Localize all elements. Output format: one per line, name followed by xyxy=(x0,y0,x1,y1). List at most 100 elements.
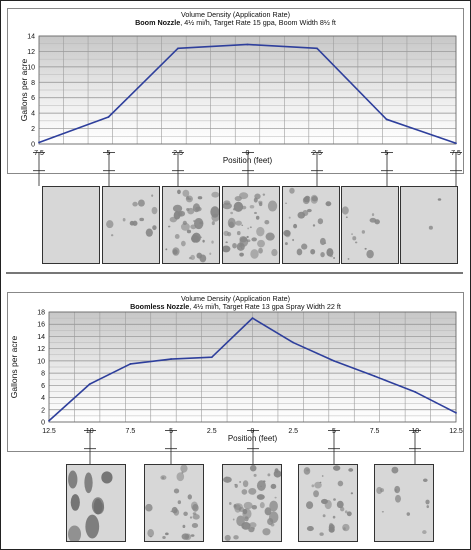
boomless-xtick-label: 7.5 xyxy=(126,428,136,435)
droplet-stain xyxy=(347,257,350,260)
droplet-stain xyxy=(250,249,259,259)
droplet-stain xyxy=(324,499,332,510)
boomless-data-point xyxy=(48,419,50,422)
droplet-stain xyxy=(253,473,257,477)
droplet-stain xyxy=(422,478,428,483)
droplet-stain xyxy=(333,257,336,259)
droplet-stain xyxy=(254,193,261,200)
droplet-stain xyxy=(233,503,243,511)
droplet-stain xyxy=(239,481,242,483)
droplet-stain xyxy=(376,486,383,495)
droplet-stain xyxy=(422,530,427,535)
droplet-stain xyxy=(225,241,228,244)
droplet-stain xyxy=(296,248,303,256)
droplet-stain xyxy=(180,240,186,247)
droplet-stain xyxy=(190,534,195,537)
boom-data-point xyxy=(107,116,110,118)
droplet-stain xyxy=(187,207,195,215)
droplet-stain xyxy=(249,226,252,229)
boom-sample-card-connector xyxy=(380,152,393,186)
droplet-stain xyxy=(190,501,198,511)
boomless-data-point xyxy=(129,363,132,365)
droplet-stain xyxy=(326,248,334,257)
droplet-stain xyxy=(259,502,265,509)
boomless-sample-card xyxy=(66,464,126,542)
droplet-stain xyxy=(182,524,186,529)
boomless-sample-card-texture xyxy=(303,465,354,536)
boom-sample-card-texture xyxy=(283,187,336,259)
droplet-stain xyxy=(293,223,298,229)
droplet-stain xyxy=(223,476,232,483)
droplet-stain xyxy=(186,229,192,234)
boom-sample-card xyxy=(42,186,100,264)
droplet-stain xyxy=(180,222,190,231)
boom-sample-card-texture xyxy=(165,189,219,263)
droplet-stain xyxy=(268,511,279,524)
droplet-stain xyxy=(426,505,430,509)
boomless-subtitle-rest: , 4½ mi/h, Target Rate 13 gpa Spray Widt… xyxy=(189,302,341,311)
boom-sample-card xyxy=(400,186,458,264)
droplet-stain xyxy=(197,196,203,200)
droplet-stain xyxy=(328,524,335,531)
droplet-stain xyxy=(209,252,212,255)
droplet-stain xyxy=(270,483,277,490)
droplet-stain xyxy=(319,532,324,536)
droplet-stain xyxy=(160,475,167,480)
boomless-sample-card-connector xyxy=(246,430,259,464)
droplet-stain xyxy=(320,252,325,258)
droplet-stain xyxy=(234,483,237,486)
droplet-stain xyxy=(306,526,314,532)
boomless-xtick-label: 2.5 xyxy=(207,428,217,435)
droplet-stain xyxy=(332,465,341,471)
droplet-stain xyxy=(312,224,316,227)
droplet-stain xyxy=(361,230,366,234)
droplet-stain xyxy=(68,525,82,541)
boomless-ytick-label: 8 xyxy=(41,371,45,378)
droplet-stain xyxy=(255,215,260,220)
droplet-stain xyxy=(264,220,270,225)
droplet-stain xyxy=(251,237,257,242)
droplet-stain xyxy=(232,242,237,249)
droplet-stain xyxy=(267,473,271,477)
droplet-stain xyxy=(162,535,166,539)
droplet-stain xyxy=(257,239,265,248)
boom-panel: Volume Density (Application Rate) Boom N… xyxy=(0,0,471,272)
droplet-stain xyxy=(211,191,219,198)
droplet-stain xyxy=(319,237,326,246)
droplet-stain xyxy=(227,231,232,237)
droplet-stain xyxy=(251,504,258,510)
droplet-stain xyxy=(199,221,203,225)
boomless-data-point xyxy=(210,356,213,359)
droplet-stain xyxy=(333,498,336,501)
droplet-stain xyxy=(284,230,291,238)
droplet-stain xyxy=(235,220,242,226)
droplet-stain xyxy=(322,514,326,518)
boomless-data-point xyxy=(414,391,417,393)
droplet-stain xyxy=(177,500,182,505)
droplet-stain xyxy=(202,239,205,243)
droplet-stain xyxy=(229,502,232,505)
boomless-data-point xyxy=(455,411,457,414)
boom-ytick-label: 12 xyxy=(27,49,35,56)
droplet-stain xyxy=(232,208,236,211)
droplet-stain xyxy=(173,509,180,516)
boom-data-point xyxy=(38,141,40,144)
droplet-stain xyxy=(241,489,248,495)
boom-sample-card xyxy=(341,186,399,264)
droplet-stain xyxy=(195,206,202,212)
droplet-stain xyxy=(236,230,241,236)
droplet-stain xyxy=(183,511,188,516)
boomless-plot-border xyxy=(48,311,457,423)
droplet-stain xyxy=(254,211,257,215)
droplet-stain xyxy=(406,512,411,516)
droplet-stain xyxy=(227,217,236,228)
boomless-ytick-label: 2 xyxy=(41,407,45,414)
droplet-stain xyxy=(352,236,357,241)
boom-sample-card-texture xyxy=(223,192,278,259)
droplet-stain xyxy=(354,241,358,244)
droplet-stain xyxy=(239,236,248,243)
droplet-stain xyxy=(210,206,219,218)
droplet-stain xyxy=(211,240,214,244)
droplet-stain xyxy=(70,494,80,511)
boomless-ytick-label: 0 xyxy=(41,420,45,427)
